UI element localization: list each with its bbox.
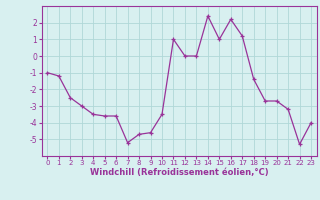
X-axis label: Windchill (Refroidissement éolien,°C): Windchill (Refroidissement éolien,°C) — [90, 168, 268, 177]
